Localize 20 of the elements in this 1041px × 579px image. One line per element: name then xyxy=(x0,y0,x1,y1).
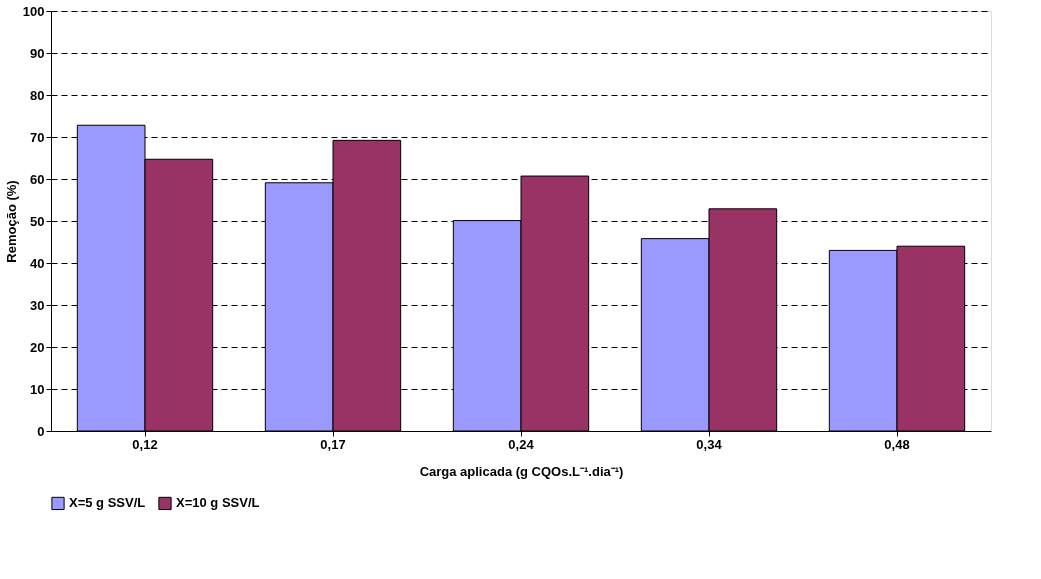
x-tick-label: 0,48 xyxy=(884,436,910,452)
x-axis-title: Carga aplicada (g CQOs.L⁻¹.dia⁻¹) xyxy=(419,463,624,479)
y-tick-label: 80 xyxy=(30,87,45,103)
y-tick-label: 100 xyxy=(22,3,45,19)
y-tick-label: 0 xyxy=(37,423,45,439)
y-tick-label: 90 xyxy=(30,45,45,61)
y-tick-label: 70 xyxy=(30,129,45,145)
y-axis-title: Remoção (%) xyxy=(3,180,19,263)
y-tick-label: 60 xyxy=(30,171,45,187)
y-tick-label: 50 xyxy=(30,213,45,229)
y-tick-label: 30 xyxy=(30,297,45,313)
y-tick-label: 20 xyxy=(30,339,45,355)
x-tick-label: 0,17 xyxy=(320,436,346,452)
y-tick-label: 10 xyxy=(30,381,45,397)
legend-label: X=5 g SSV/L xyxy=(69,495,146,511)
y-tick-label: 40 xyxy=(30,255,45,271)
x-tick-label: 0,34 xyxy=(696,436,723,452)
x-tick-label: 0,24 xyxy=(508,436,535,452)
legend-label: X=10 g SSV/L xyxy=(176,495,260,511)
x-tick-label: 0,12 xyxy=(132,436,158,452)
